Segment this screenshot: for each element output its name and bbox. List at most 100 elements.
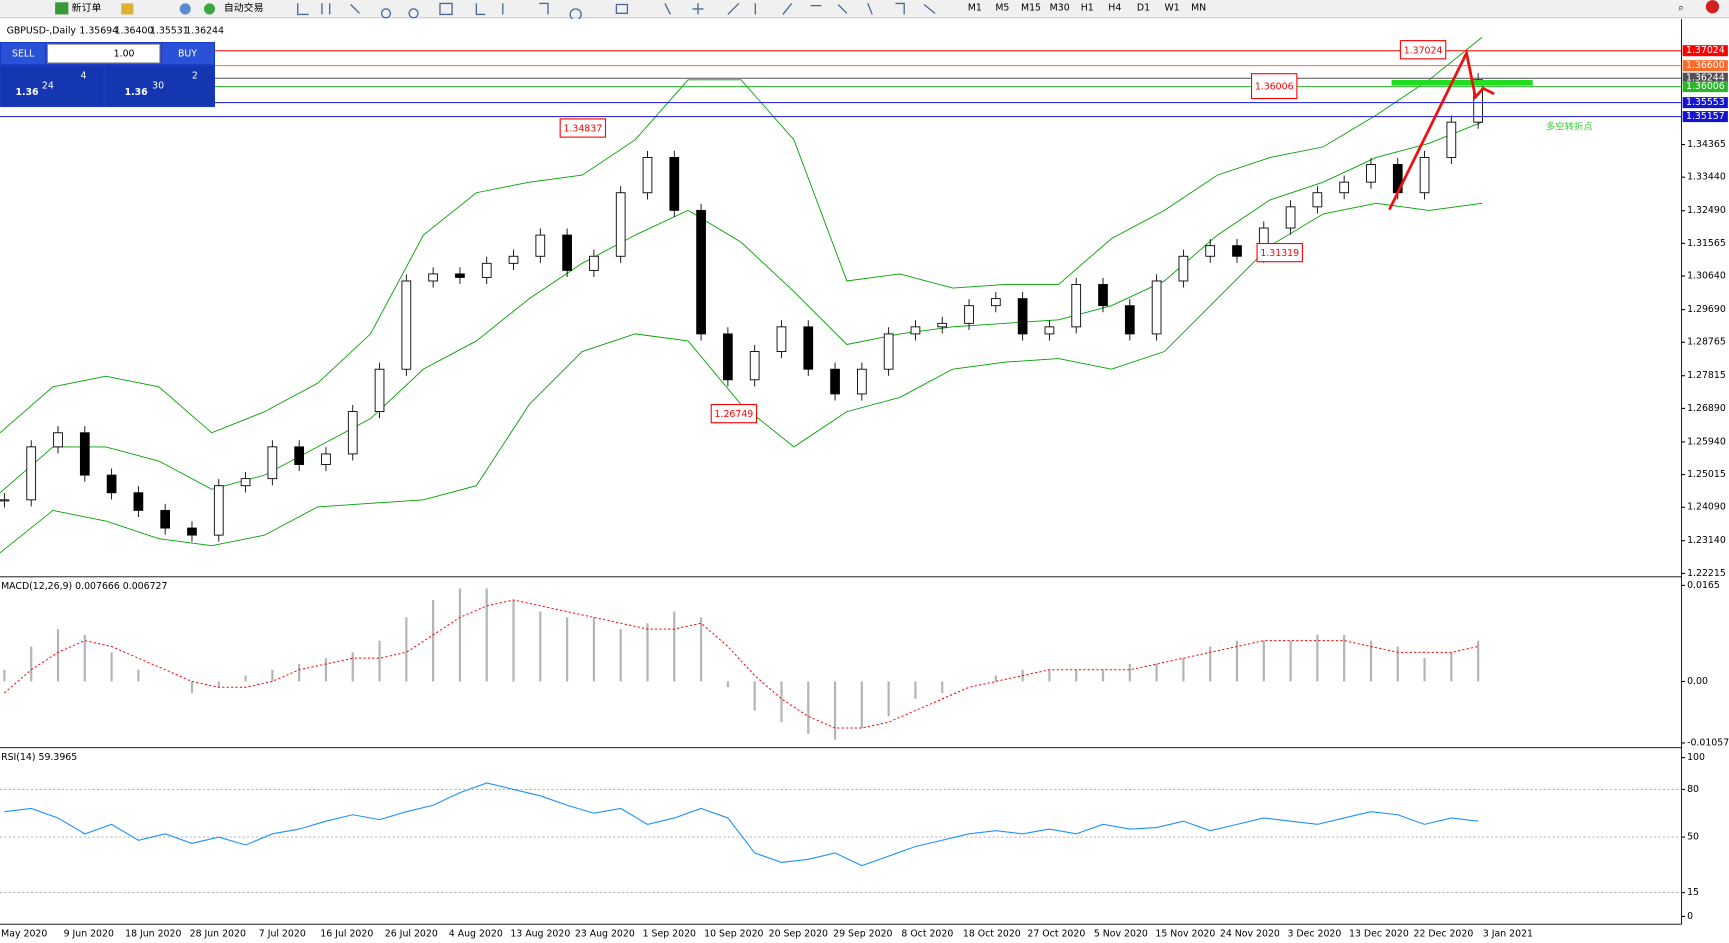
price-level-tag xyxy=(1682,97,1728,109)
candle-body xyxy=(749,351,760,381)
timeframe-button[interactable]: H1 xyxy=(1081,2,1094,13)
x-tick-label: 9 Jun 2020 xyxy=(64,929,114,940)
x-tick-label: 29 Sep 2020 xyxy=(833,929,892,940)
bid-big-figure: 1.36 xyxy=(15,87,39,98)
x-tick-label: 26 Jul 2020 xyxy=(385,929,438,940)
timeframe-button[interactable]: M15 xyxy=(1021,2,1041,13)
x-tick-label: 28 Jun 2020 xyxy=(190,929,246,940)
x-tick-label: 15 Nov 2020 xyxy=(1155,929,1215,940)
candle-body xyxy=(1339,181,1350,194)
x-tick-label: 13 Dec 2020 xyxy=(1349,929,1409,940)
candle-body xyxy=(347,411,358,455)
x-tick-label: 4 Aug 2020 xyxy=(449,929,503,940)
x-tick-label: 20 Sep 2020 xyxy=(769,929,828,940)
lot-value[interactable]: 1.00 xyxy=(114,49,135,60)
x-tick-label: 3 Jan 2021 xyxy=(1483,929,1533,940)
auto-trading-icon[interactable] xyxy=(203,3,216,15)
candle-body xyxy=(428,273,438,282)
ask-pips: 30 xyxy=(152,81,164,92)
indicator-title: MACD(12,26,9) 0.007666 0.006727 xyxy=(1,581,167,592)
sell-button[interactable] xyxy=(1,43,46,65)
macd-signal xyxy=(4,599,1479,729)
y-tick-label: 80 xyxy=(1687,784,1699,795)
y-tick-label: 1.24090 xyxy=(1687,502,1726,513)
candle-body xyxy=(1178,255,1189,282)
candle-body xyxy=(0,499,10,502)
search-icon[interactable]: ⌕ xyxy=(1678,2,1683,13)
x-tick-label: May 2020 xyxy=(1,929,47,940)
buy-button[interactable] xyxy=(162,43,214,65)
candle-body xyxy=(1098,284,1108,307)
timeframe-button[interactable]: D1 xyxy=(1137,2,1150,13)
candle-body xyxy=(535,234,546,257)
candle-body xyxy=(26,446,37,501)
candle-body xyxy=(106,474,117,494)
bollinger-band xyxy=(0,37,1483,434)
timeframe-button[interactable]: M1 xyxy=(968,2,982,13)
candle-body xyxy=(910,326,921,335)
y-tick-label: 1.30640 xyxy=(1687,271,1726,282)
x-tick-label: 18 Jun 2020 xyxy=(125,929,181,940)
price-level-label: 1.35553 xyxy=(1686,97,1725,108)
chart-area xyxy=(0,18,1729,943)
candle-body xyxy=(1205,245,1216,257)
x-tick-label: 7 Jul 2020 xyxy=(259,929,306,940)
candle-body xyxy=(857,368,867,395)
timeframe-button[interactable]: H4 xyxy=(1108,2,1121,13)
y-tick-label: 50 xyxy=(1687,832,1699,843)
candle-body xyxy=(589,255,599,271)
ask-box[interactable] xyxy=(105,66,214,106)
y-tick-label: 0.0165 xyxy=(1687,580,1720,591)
x-tick-label: 10 Sep 2020 xyxy=(704,929,763,940)
candle-body xyxy=(1446,121,1457,158)
x-tick-label: 8 Oct 2020 xyxy=(901,929,953,940)
price-level-tag xyxy=(1682,45,1728,57)
candle-body xyxy=(294,446,305,465)
annotation-box xyxy=(1256,242,1303,263)
candle-body xyxy=(1419,156,1430,194)
annotation-box xyxy=(1399,40,1447,60)
candle-body xyxy=(240,478,251,487)
y-tick-label: 1.22215 xyxy=(1687,568,1726,579)
candle-body xyxy=(1473,79,1483,123)
y-tick-label: 0.00 xyxy=(1687,676,1708,687)
timeframe-button[interactable]: M30 xyxy=(1050,2,1070,13)
trade-panel: SELL 1.00 BUY 1.36 24 4 1.36 30 2 xyxy=(0,42,216,108)
new-order-button[interactable]: 新订单 xyxy=(72,1,102,14)
y-tick-label: 1.31565 xyxy=(1687,238,1726,249)
y-tick-label: 1.26890 xyxy=(1687,403,1726,414)
price-level-label: 1.37024 xyxy=(1686,45,1725,56)
toolbar-icon[interactable] xyxy=(121,3,134,15)
toolbar-icon[interactable] xyxy=(179,3,191,15)
new-order-icon[interactable] xyxy=(55,2,69,15)
notification-badge[interactable] xyxy=(1705,0,1720,14)
y-tick-label: 1.23140 xyxy=(1687,535,1726,546)
price-level-label: 1.36244 xyxy=(1686,73,1725,84)
candle-body xyxy=(562,234,572,271)
x-tick-label: 1 Sep 2020 xyxy=(643,929,696,940)
timeframe-button[interactable]: W1 xyxy=(1165,2,1180,13)
timeframe-button[interactable]: MN xyxy=(1191,2,1206,13)
candle-body xyxy=(481,262,492,278)
x-tick-label: 16 Jul 2020 xyxy=(320,929,373,940)
bid-box[interactable] xyxy=(1,66,104,106)
buy-label[interactable]: BUY xyxy=(178,49,197,60)
price-level-tag xyxy=(1682,72,1728,84)
annotation-label: 1.26749 xyxy=(715,409,754,420)
candle-body xyxy=(1366,164,1376,183)
x-tick-label: 27 Oct 2020 xyxy=(1027,929,1085,940)
auto-trading-button[interactable]: 自动交易 xyxy=(224,1,264,14)
candle-body xyxy=(669,156,680,211)
lot-input[interactable] xyxy=(46,43,161,64)
sell-label[interactable]: SELL xyxy=(12,49,35,60)
candle-body xyxy=(803,326,814,370)
annotation-box xyxy=(710,403,758,424)
price-level-label: 1.35157 xyxy=(1686,111,1725,122)
ask-big-figure: 1.36 xyxy=(125,87,149,98)
timeframe-button[interactable]: M5 xyxy=(995,2,1009,13)
annotation-box xyxy=(1250,73,1298,100)
ohlc-value: 1.36400 xyxy=(115,25,154,36)
price-level-label: 1.36006 xyxy=(1686,81,1725,92)
candle-body xyxy=(508,255,519,264)
x-tick-label: 13 Aug 2020 xyxy=(510,929,570,940)
